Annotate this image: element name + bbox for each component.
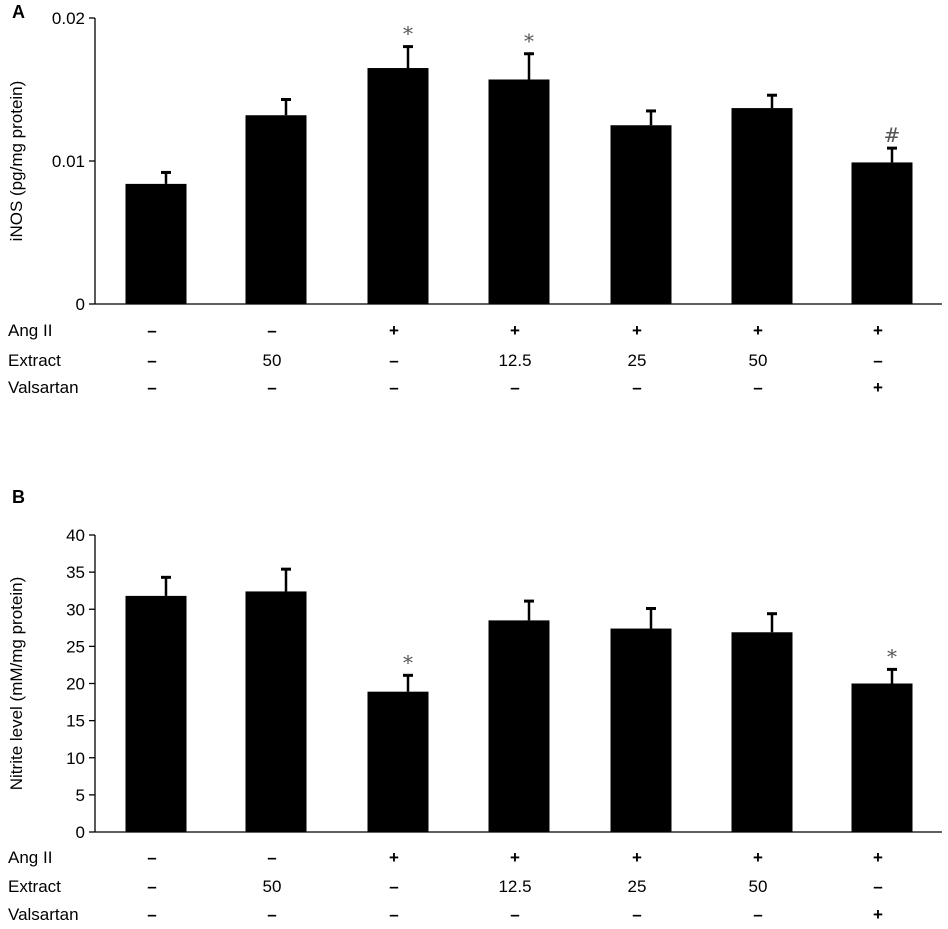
condition-cell: 50 xyxy=(263,877,282,896)
condition-cell: – xyxy=(267,321,276,340)
y-tick-label: 35 xyxy=(66,563,85,582)
condition-cell: 50 xyxy=(749,351,768,370)
condition-cell: – xyxy=(389,351,398,370)
bar xyxy=(488,79,550,305)
bar xyxy=(610,628,672,832)
condition-cell: + xyxy=(510,321,520,340)
condition-row-label: Ang II xyxy=(8,321,52,340)
condition-cell: + xyxy=(632,321,642,340)
y-tick-label: 20 xyxy=(66,675,85,694)
y-tick-label: 15 xyxy=(66,712,85,731)
y-axis-title: Nitrite level (mM/mg protein) xyxy=(7,577,26,791)
condition-cell: – xyxy=(510,905,519,924)
bar xyxy=(731,108,793,304)
y-tick-label: 0 xyxy=(76,823,85,842)
condition-cell: – xyxy=(147,378,156,397)
condition-cell: – xyxy=(147,877,156,896)
y-tick-label: 40 xyxy=(66,526,85,545)
bar xyxy=(610,125,672,304)
panel-label: A xyxy=(12,2,25,22)
condition-cell: + xyxy=(632,848,642,867)
significance-mark: * xyxy=(403,22,413,46)
condition-cell: 50 xyxy=(263,351,282,370)
condition-row-label: Valsartan xyxy=(8,378,79,397)
bar xyxy=(851,683,913,832)
condition-cell: 50 xyxy=(749,877,768,896)
condition-row-label: Extract xyxy=(8,877,61,896)
condition-cell: – xyxy=(632,378,641,397)
y-tick-label: 25 xyxy=(66,637,85,656)
condition-cell: + xyxy=(389,321,399,340)
condition-cell: 25 xyxy=(628,877,647,896)
condition-cell: – xyxy=(267,905,276,924)
condition-cell: + xyxy=(389,848,399,867)
bar xyxy=(245,115,307,305)
condition-cell: + xyxy=(753,848,763,867)
significance-mark: * xyxy=(887,644,897,668)
condition-cell: + xyxy=(873,848,883,867)
y-tick-label: 30 xyxy=(66,600,85,619)
condition-row-label: Ang II xyxy=(8,848,52,867)
condition-cell: – xyxy=(267,848,276,867)
condition-cell: – xyxy=(873,877,882,896)
condition-cell: – xyxy=(753,905,762,924)
condition-cell: + xyxy=(873,321,883,340)
condition-cell: – xyxy=(632,905,641,924)
bar xyxy=(488,620,550,832)
condition-row-label: Valsartan xyxy=(8,905,79,924)
condition-cell: – xyxy=(389,905,398,924)
condition-cell: – xyxy=(267,378,276,397)
condition-cell: 12.5 xyxy=(498,351,531,370)
bar xyxy=(851,162,913,304)
bar xyxy=(125,183,187,304)
y-tick-label: 10 xyxy=(66,749,85,768)
y-tick-label: 0.02 xyxy=(52,9,85,28)
condition-cell: 12.5 xyxy=(498,877,531,896)
bar xyxy=(125,595,187,832)
condition-cell: + xyxy=(873,905,883,924)
panel-b: B Nitrite level (mM/mg protein) 0 5 10 15 20 25… xyxy=(7,487,942,924)
y-tick-label: 5 xyxy=(76,786,85,805)
significance-mark: * xyxy=(524,29,534,53)
condition-cell: – xyxy=(147,905,156,924)
condition-cell: – xyxy=(147,351,156,370)
condition-cell: 25 xyxy=(628,351,647,370)
bar xyxy=(367,691,429,832)
condition-cell: – xyxy=(510,378,519,397)
condition-cell: – xyxy=(147,848,156,867)
condition-cell: – xyxy=(389,378,398,397)
condition-cell: + xyxy=(873,378,883,397)
bar xyxy=(731,632,793,832)
y-axis-title: iNOS (pg/mg protein) xyxy=(7,81,26,242)
condition-cell: – xyxy=(873,351,882,370)
condition-cell: – xyxy=(753,378,762,397)
bar xyxy=(245,591,307,832)
bar xyxy=(367,68,429,304)
condition-cell: + xyxy=(753,321,763,340)
condition-row-label: Extract xyxy=(8,351,61,370)
panel-label: B xyxy=(12,487,25,507)
condition-cell: – xyxy=(389,877,398,896)
significance-mark: * xyxy=(403,650,413,674)
y-tick-label: 0.01 xyxy=(52,152,85,171)
significance-mark: # xyxy=(884,123,901,147)
condition-cell: – xyxy=(147,321,156,340)
condition-cell: + xyxy=(510,848,520,867)
y-tick-label: 0 xyxy=(76,295,85,314)
